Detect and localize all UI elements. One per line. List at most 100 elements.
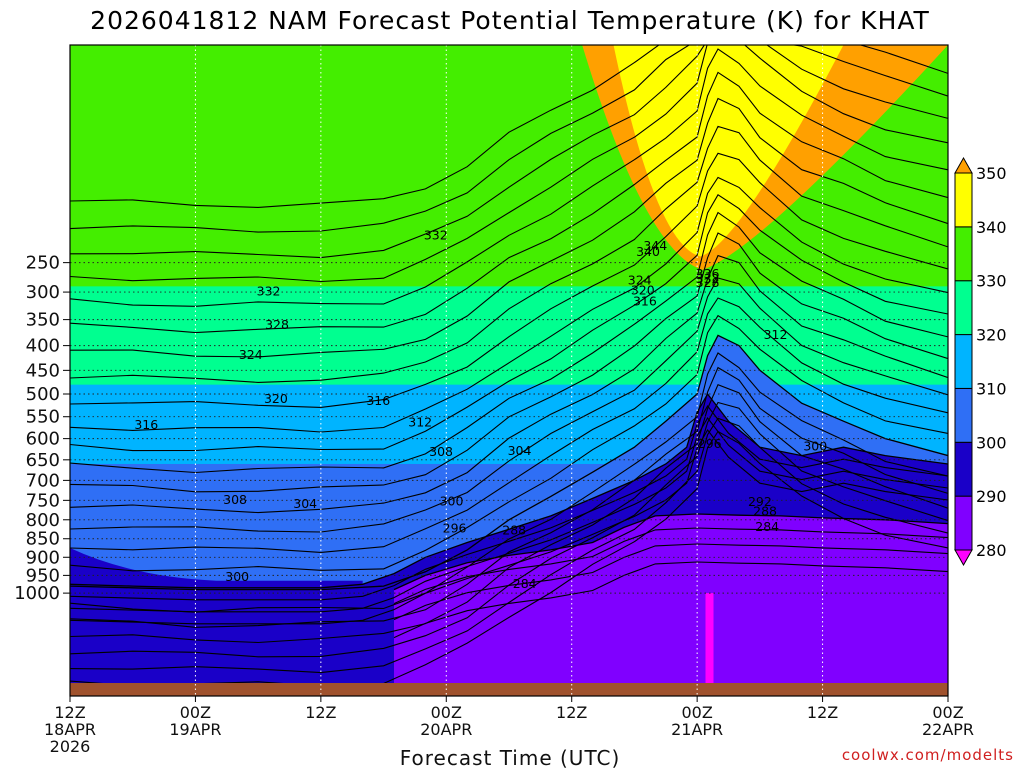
x-tick-label: 12Z [305,703,336,722]
contour-label: 316 [633,294,657,309]
y-tick-label: 800 [26,510,60,531]
y-tick-label: 700 [26,470,60,491]
y-tick-label: 450 [26,360,60,381]
contour-labels: 3323443403363323283243203163323283243123… [134,228,827,592]
isentrope-extra-17 [70,71,948,334]
x-tick-label: 21APR [671,720,723,739]
isentrope-extra-11 [70,211,948,474]
colorbar-segment [954,280,973,336]
y-tick-label: 500 [26,384,60,405]
contour-label: 308 [429,444,453,459]
isentrope-extra-10 [70,232,948,493]
isentrope-extra-12 [70,194,948,452]
colorbar-high-triangle [954,156,973,174]
y-tick-label: 550 [26,407,60,428]
contour-label: 308 [223,492,247,507]
contour-label: 316 [134,417,158,432]
y-tick-label: 650 [26,450,60,471]
filled-contour-layer [70,45,948,685]
x-tick-label: 2026 [50,737,91,756]
colorbar-segment [954,172,973,228]
colorbar-label: 300 [976,433,1007,452]
y-tick-label: 750 [26,490,60,511]
colorbar-label: 330 [976,272,1007,291]
contour-label: 320 [264,391,288,406]
contour-label: 312 [764,327,788,342]
x-tick-label: 00Z [180,703,211,722]
contour-label: 284 [755,519,779,534]
x-tick-label: 12Z [54,703,85,722]
chart-title: 2026041812 NAM Forecast Potential Temper… [90,6,930,35]
colorbar-label: 340 [976,218,1007,237]
isentrope-extra-20 [70,45,948,259]
contour-label: 312 [408,414,432,429]
ground-surface [70,683,948,696]
y-tick-label: 850 [26,529,60,550]
colorbar-label: 280 [976,541,1007,560]
isentrope-extra-8 [70,277,948,533]
fill-below-288 [394,514,948,685]
isentrope-extra-21 [70,45,948,233]
contour-label: 340 [636,244,660,259]
fill-280-patch [705,593,714,685]
contour-label: 332 [696,271,720,286]
x-tick-label: 00Z [431,703,462,722]
colorbar-segment [954,334,973,389]
contour-label: 316 [366,393,390,408]
contour-label: 328 [696,275,720,290]
isentrope-2 [393,513,948,591]
isentrope-extra-7 [70,297,948,553]
y-tick-label: 900 [26,547,60,568]
contour-label: 304 [508,443,532,458]
y-tick-label: 350 [26,310,60,331]
contour-label: 324 [628,273,652,288]
y-tick-label: 950 [26,565,60,586]
isentrope-extra-16 [70,97,948,358]
colorbar-label: 310 [976,379,1007,398]
colorbar: 280 290 300 310 320 330 340 350 [954,156,1007,567]
isentrope-low-1 [70,417,948,613]
contour-label: 344 [643,238,667,253]
isentrope-extra-3 [70,383,948,644]
x-tick-label: 22APR [922,720,974,739]
isentrope-extra-9 [70,254,948,514]
isentrope-extra-13 [70,176,948,433]
contour-label: 336 [696,266,720,281]
contour-label: 324 [239,347,263,362]
x-tick-label: 12Z [807,703,838,722]
y-tick-label: 250 [26,253,60,274]
credit-link[interactable]: coolwx.com/modelts [842,746,1014,764]
isentrope-extra-18 [70,48,948,307]
contour-label: 288 [502,523,526,538]
contour-label: 304 [293,496,317,511]
isentrope-extra-22 [70,45,948,208]
x-tick-label: 00Z [932,703,963,722]
colorbar-low-triangle [954,549,973,567]
y-tick-label: 300 [26,282,60,303]
colorbar-segment [954,226,973,282]
contour-label: 288 [753,504,777,519]
colorbar-segment [954,495,973,551]
colorbar-label: 290 [976,487,1007,506]
colorbar-segment [954,441,973,497]
y-tick-label: 1000 [14,583,60,604]
isentrope-1 [70,392,948,589]
contour-label: 320 [631,282,655,297]
contour-label: 296 [698,436,722,451]
y-tick-label: 400 [26,336,60,357]
isentrope-lines [70,45,948,685]
x-tick-label: 18APR [44,720,96,739]
x-tick-label: 19APR [169,720,221,739]
contour-label: 332 [424,228,448,243]
colorbar-segment [954,387,973,443]
x-tick-label: 00Z [681,703,712,722]
colorbar-label: 350 [976,164,1007,183]
isentrope-extra-2 [70,401,948,658]
isentrope-0 [70,334,948,591]
contour-label: 300 [225,569,249,584]
contour-label: 296 [443,520,467,535]
isentrope-boundary-2 [393,561,948,639]
contour-label: 332 [257,284,281,299]
x-tick-label: 12Z [556,703,587,722]
